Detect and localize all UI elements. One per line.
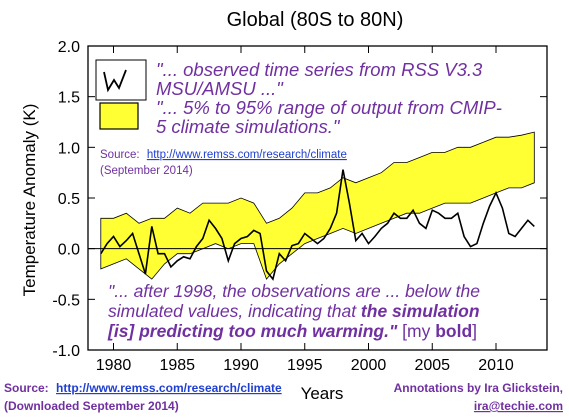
- quote-line-3-boldword: bold: [435, 321, 472, 341]
- quote-line-1: "... after 1998, the observations are ..…: [108, 281, 480, 301]
- chart-source-line: Source: http://www.remss.com/research/cl…: [100, 149, 347, 161]
- simulation-band-group: [100, 131, 535, 280]
- chart-title: Global (80S to 80N): [227, 9, 404, 31]
- footer-downloaded: (Downloaded September 2014): [4, 399, 179, 413]
- chart-source-note: Source: http://www.remss.com/research/cl…: [100, 149, 347, 177]
- footer-source-line: Source: http://www.remss.com/research/cl…: [4, 381, 282, 395]
- chart-source-link[interactable]: http://www.remss.com/research/climate: [147, 149, 347, 161]
- quote-line-3-bold: [is] predicting too much warming.": [107, 321, 398, 341]
- x-tick-label: 2000: [351, 357, 387, 374]
- quote-line-3: [is] predicting too much warming." [my b…: [107, 321, 477, 341]
- quote-line-2: simulated values, indicating that the si…: [108, 301, 480, 321]
- x-tick-label: 2010: [478, 357, 514, 374]
- chart-source-date: (September 2014): [100, 165, 193, 177]
- axis-ticks: -1.0 -0.5 0.0 0.5 1.0 1.5 2.0 1980 1985 1990 1995 2…: [52, 39, 547, 374]
- legend-label-band-2: 5 climate simulations.": [156, 116, 341, 137]
- footer-source-label: Source:: [4, 381, 49, 395]
- legend-label-observed-2: MSU/AMSU ...": [156, 78, 284, 99]
- y-axis-label: Temperature Anomaly (K): [20, 104, 39, 297]
- legend-line-box: [95, 59, 147, 101]
- y-tick-label: 0.5: [58, 191, 80, 208]
- x-tick-label: 1985: [159, 357, 195, 374]
- x-tick-label: 2005: [414, 357, 450, 374]
- chart-source-label: Source:: [100, 149, 140, 161]
- quote-line-2-plain: simulated values, indicating that: [108, 301, 361, 321]
- legend-label-observed-1: "... observed time series from RSS V3.3: [156, 59, 483, 80]
- legend-label-band-1: "... 5% to 95% range of output from CMIP…: [156, 97, 502, 118]
- footer-source-link[interactable]: http://www.remss.com/research/climate: [56, 381, 282, 395]
- footer-annotations-by: Annotations by Ira Glickstein,: [394, 381, 563, 395]
- observed-series-line: [100, 169, 535, 281]
- quote-line-2-bold: the simulation: [361, 301, 480, 321]
- footer-email-link[interactable]: ira@techie.com: [474, 399, 563, 413]
- x-tick-label: 1990: [223, 357, 259, 374]
- y-tick-label: -1.0: [52, 343, 80, 360]
- simulation-range-band: [100, 131, 535, 280]
- x-axis-label: Years: [301, 384, 344, 403]
- y-tick-label: 0.0: [58, 242, 80, 259]
- y-tick-label: -0.5: [52, 292, 80, 309]
- legend: "... observed time series from RSS V3.3 …: [95, 59, 502, 137]
- quote-annotation: "... after 1998, the observations are ..…: [107, 281, 480, 341]
- observed-series-group: [100, 169, 535, 281]
- x-tick-label: 1995: [287, 357, 323, 374]
- x-tick-label: 1980: [96, 357, 132, 374]
- quote-line-3-my: [my: [397, 321, 435, 341]
- quote-line-3-close: ]: [472, 321, 477, 341]
- footer: Source: http://www.remss.com/research/cl…: [4, 381, 563, 413]
- y-tick-label: 1.0: [58, 140, 80, 157]
- y-tick-label: 1.5: [58, 90, 80, 107]
- legend-band-swatch: [99, 102, 139, 130]
- legend-line-swatch: [103, 69, 127, 93]
- y-tick-label: 2.0: [58, 39, 80, 56]
